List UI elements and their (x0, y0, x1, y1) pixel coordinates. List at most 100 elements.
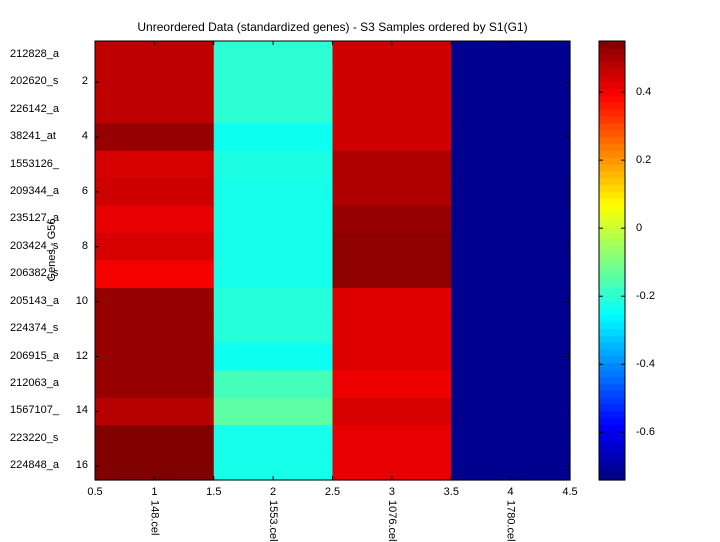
x-tick-label: 2 (270, 486, 277, 498)
heatmap-cell (332, 150, 452, 179)
colorbar-segment (599, 445, 625, 454)
heatmap-cell (95, 397, 215, 426)
colorbar-segment (599, 459, 625, 467)
row-label: 206915_a (10, 349, 59, 362)
heatmap-cell (213, 205, 334, 234)
heatmap-cell (213, 150, 334, 179)
colorbar-segment (599, 383, 625, 392)
row-label: 209344_a (10, 184, 59, 197)
row-label: 202620_s (10, 75, 59, 88)
colorbar-segment (599, 452, 625, 461)
row-label: 203424_s (10, 239, 59, 252)
colorbar-segment (599, 287, 625, 296)
colorbar-segment (599, 226, 625, 234)
y-tick-label: 2 (81, 75, 88, 88)
row-label: 212828_a (10, 47, 59, 60)
colorbar-segment (599, 68, 625, 76)
colorbar-segment (599, 150, 625, 159)
heatmap-cell (213, 233, 334, 262)
heatmap-cell (451, 370, 571, 399)
row-label: 224374_s (10, 322, 59, 335)
colorbar-segment (599, 425, 625, 433)
colorbar-segment (599, 41, 625, 49)
heatmap-cell (213, 68, 334, 97)
colorbar-segment (599, 82, 625, 90)
heatmap-cell (451, 452, 571, 481)
chart-title: Unreordered Data (standardized genes) - … (137, 20, 528, 34)
heatmap-cell (95, 287, 215, 316)
heatmap-cell (95, 41, 215, 70)
heatmap-cell (95, 342, 215, 371)
heatmap-cell (451, 41, 571, 70)
y-tick-label: 8 (81, 239, 88, 252)
row-label: 38241_at (10, 130, 56, 142)
heatmap-cell (332, 342, 452, 371)
colorbar-segment (599, 130, 625, 138)
heatmap-cell (332, 397, 452, 426)
colorbar-tick-label: -0.4 (636, 358, 655, 371)
axis-tick-marks (94, 41, 571, 480)
colorbar-segment (599, 212, 625, 220)
colorbar-segment (599, 246, 625, 255)
heatmap-cell (332, 123, 452, 152)
colorbar-segment (599, 397, 625, 406)
colorbar-segment (599, 137, 625, 145)
heatmap-cell (95, 315, 215, 344)
heatmap-cell (451, 342, 571, 371)
colorbar-segment (599, 253, 625, 262)
colorbar-segment (599, 418, 625, 426)
heatmap-cell (213, 178, 334, 207)
row-label: 206382_s (10, 267, 59, 280)
heatmap-cell (95, 150, 215, 179)
colorbar-segment (599, 294, 625, 303)
heatmap-cell (95, 68, 215, 97)
row-label: 235127_a (10, 212, 59, 225)
row-label: 226142_a (10, 102, 59, 115)
heatmap-cell (332, 370, 452, 399)
heatmap-cell (332, 287, 452, 316)
colorbar-segment (599, 171, 625, 179)
colorbar-segment (599, 315, 625, 323)
x-tick-label: 1.5 (206, 486, 222, 498)
colorbar-segment (599, 377, 625, 385)
heatmap-cell (332, 178, 452, 207)
heatmap-cell (213, 123, 334, 152)
column-label: 1780.cel (504, 500, 517, 542)
x-tick-label: 4.5 (562, 486, 578, 498)
heatmap-cell (451, 178, 571, 207)
x-tick-label: 4 (507, 486, 514, 498)
column-label: 1076.cel (385, 500, 398, 542)
heatmap-cell (451, 123, 571, 152)
y-tick-label: 4 (81, 130, 88, 142)
colorbar-segment (599, 164, 625, 172)
y-tick-label: 16 (75, 459, 88, 472)
colorbar-segment (599, 322, 625, 330)
colorbar-segment (599, 143, 625, 152)
column-label: 148.cel (148, 500, 161, 536)
colorbar-segment (599, 411, 625, 419)
heatmap-cell (332, 205, 452, 234)
colorbar-tick-label: 0.4 (636, 86, 652, 98)
colorbar-segment (599, 109, 625, 118)
colorbar-segment (599, 349, 625, 358)
heatmap-cell (95, 260, 215, 289)
heatmap-cell (95, 178, 215, 207)
colorbar-segment (599, 54, 625, 63)
colorbar-segment (599, 281, 625, 289)
colorbar-segment (599, 404, 625, 413)
colorbar-segment (599, 301, 625, 310)
heatmap-cell (213, 260, 334, 289)
colorbar-segment (599, 431, 625, 440)
colorbar-segment (599, 75, 625, 83)
colorbar-segment (599, 267, 625, 275)
row-label: 1567107_ (10, 404, 59, 417)
heatmap-cell (95, 123, 215, 152)
heatmap-cell (95, 425, 215, 454)
colorbar-tick-label: -0.6 (636, 426, 655, 439)
heatmap-cell (451, 315, 571, 344)
colorbar-frame (598, 40, 626, 481)
x-tick-label: 3.5 (443, 486, 459, 498)
colorbar-segment (599, 308, 625, 316)
colorbar-segment (599, 260, 625, 268)
colorbar-segment (599, 116, 625, 124)
